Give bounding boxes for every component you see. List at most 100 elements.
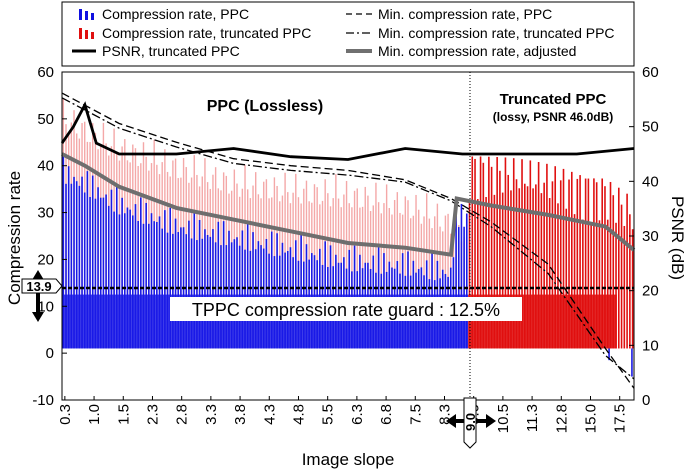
bar-tppc [615,222,617,349]
bar-ppc [78,185,81,349]
bar-ppc [126,207,129,349]
bar-tppc [507,174,510,349]
bar-ppc [148,223,150,349]
bar-tppc [532,188,534,349]
bar-tppc [476,199,479,349]
legend-swatch-tppc [79,28,94,39]
bar-ppc [236,237,238,349]
y-tick-right-label: 40 [642,173,659,190]
bar-ppc [73,176,75,349]
y-axis-right-ticks: 60 50 40 30 20 10 0 [629,64,659,409]
bar-ppc [196,240,198,349]
bar-ppc [188,220,190,349]
series-lines [60,92,636,389]
bar-ppc [246,222,249,349]
bar-tppc [518,188,521,349]
bar-tppc [606,219,609,349]
bar-ppc [91,175,94,349]
bar-tppc [471,156,474,349]
x-tick-label: 6.8 [378,404,395,425]
y-tick-right-label: 10 [642,337,659,354]
bar-tppc [501,192,504,349]
bar-ppc-light [404,196,407,349]
bar-tppc [535,184,537,349]
bar-tppc [595,182,598,349]
bar-ppc-light [356,188,358,349]
bar-ppc [460,203,463,349]
y-tick-left-label: 20 [37,251,54,268]
bar-ppc [113,211,115,349]
bar-ppc [86,171,89,349]
bar-ppc [222,221,225,349]
x-tick-label: 17.5 [612,404,629,433]
bar-tppc [609,181,612,349]
x-tick-label: 1.0 [86,404,103,425]
bar-tppc [598,220,601,349]
line-psnr [60,101,635,161]
bar-tppc [479,156,482,349]
bar-tppc [565,208,568,349]
bar-tppc [612,195,615,349]
bar-tppc [579,175,581,349]
bar-ppc [185,234,188,349]
bar-tppc [504,157,507,349]
x-axis-ticks: 0.3 1.0 1.5 2.3 2.8 3.3 3.8 4.3 4.8 5.5 6.3 6.8 7.5 8… [57,396,629,433]
bar-tppc [557,203,559,349]
bar-tppc [540,193,543,349]
bar-ppc [137,220,139,349]
bar-ppc [172,233,174,349]
bar-tppc [546,163,548,349]
bar-ppc [115,186,118,349]
bar-ppc [70,183,73,349]
bar-ppc-light [345,180,348,349]
bar-ppc [132,215,134,349]
bar-tppc [573,214,576,349]
bar-ppc [276,233,278,349]
bar-tppc [485,197,487,349]
bar-tppc [488,156,490,349]
y-tick-left-label: 0 [46,345,54,362]
bar-ppc [201,238,204,349]
bar-ppc [265,238,268,349]
bar-ppc [62,154,65,349]
bar-ppc [142,223,145,349]
bar-ppc [89,197,91,349]
bar-ppc [204,229,206,349]
bar-ppc [150,213,153,349]
legend-label-ppc: Compression rate, PPC [102,6,249,22]
bar-ppc [455,208,457,349]
bar-tppc [590,222,592,349]
y-tick-left-label: 30 [37,205,54,222]
bar-tppc [576,178,579,349]
bar-tppc [551,181,554,349]
bar-ppc [241,230,244,349]
bar-tppc [601,178,604,349]
x-tick-label: 1.5 [115,404,132,425]
bar-ppc [300,234,302,349]
x-tick-label: 4.3 [261,404,278,425]
bar-tppc [568,179,570,349]
bar-ppc [153,221,155,349]
legend-label-adjusted: Min. compression rate, adjusted [378,43,576,59]
y-axis-left-title: Compression rate [5,171,24,305]
bar-ppc [110,189,113,349]
bar-tppc [526,186,529,349]
y-tick-left-label: 50 [37,111,54,128]
bar-ppc [129,209,131,349]
bar-ppc [118,214,121,349]
bar-ppc [177,232,180,349]
bar-tppc [562,168,565,349]
x-tick-label: 3.8 [232,404,249,425]
bar-ppc [65,183,67,349]
bar-ppc [75,181,78,349]
bar-tppc [474,158,476,349]
bar-ppc [190,238,193,349]
bar-tppc [604,186,606,349]
legend: Compression rate, PPC Compression rate, … [61,1,635,67]
bar-ppc-light [415,194,417,349]
bar-ppc-light [375,182,377,349]
bar-tppc [554,166,557,349]
bar-tppc [582,219,584,349]
bar-ppc [97,187,99,349]
